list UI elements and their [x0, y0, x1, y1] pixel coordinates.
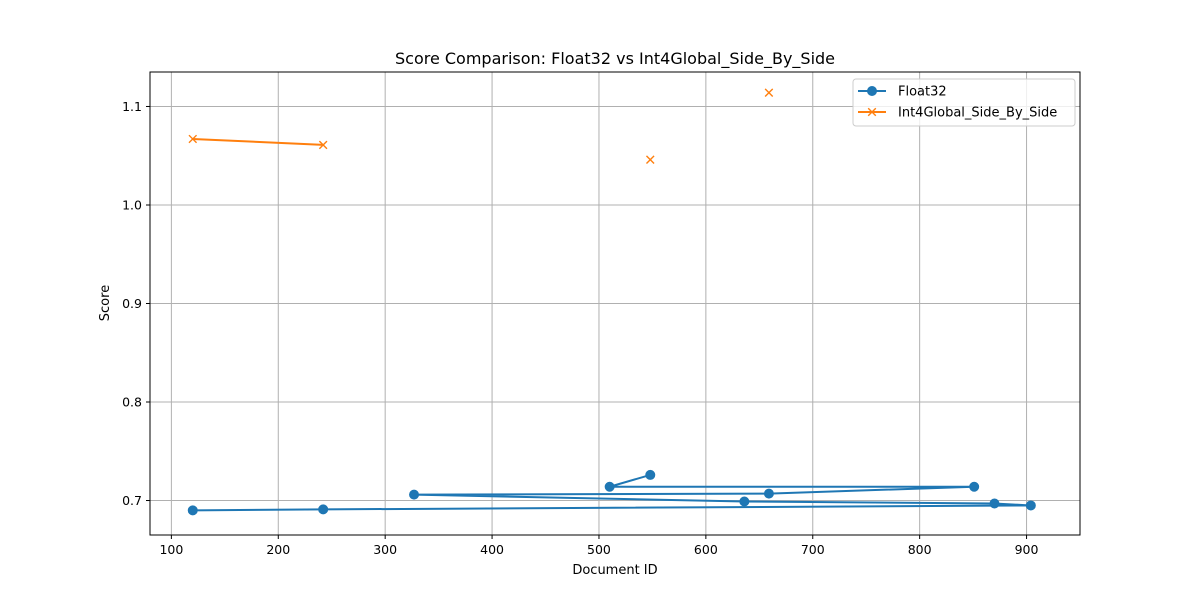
data-point-float32 [763, 488, 774, 499]
legend-marker-x [867, 107, 877, 117]
data-point-float32 [645, 469, 656, 480]
data-point-float32 [187, 505, 198, 516]
legend: Float32 Int4Global_Side_By_Side [852, 78, 1076, 127]
x-tick-label: 800 [908, 542, 932, 557]
data-point-float32 [409, 489, 420, 500]
x-tick-label: 300 [373, 542, 397, 557]
data-point-float32 [604, 481, 615, 492]
series-int4global-side-by-side [188, 88, 774, 164]
grid-layer [150, 72, 1080, 535]
data-point-float32 [739, 496, 750, 507]
data-point-int4global-side-by-side [318, 140, 328, 150]
data-point-float32 [1025, 500, 1036, 511]
legend-item-int4global-side-by-side: Int4Global_Side_By_Side [858, 106, 1057, 121]
y-tick-label: 0.8 [122, 395, 142, 410]
data-point-float32 [989, 498, 1000, 509]
x-tick-label: 200 [266, 542, 290, 557]
y-axis-label: Score [98, 285, 113, 321]
series-line-int4global-side-by-side [191, 137, 325, 146]
x-tick-label: 400 [480, 542, 504, 557]
y-tick-label: 0.9 [122, 296, 142, 311]
data-point-float32 [318, 504, 329, 515]
legend-box [852, 78, 1076, 127]
y-tick-label: 0.7 [122, 493, 142, 508]
data-layer [187, 88, 1036, 516]
chart-title: Score Comparison: Float32 vs Int4Global_… [395, 49, 835, 69]
series-float32 [187, 469, 1036, 516]
y-tick-label: 1.0 [122, 197, 142, 212]
data-point-int4global-side-by-side [188, 134, 198, 144]
data-point-int4global-side-by-side [645, 155, 655, 164]
legend-label: Int4Global_Side_By_Side [898, 106, 1057, 121]
tick-layer: 100 200 300 400 500 600 700 800 900 0.7 0.8 0.9 1.0 1… [122, 99, 1038, 557]
data-point-float32 [969, 481, 980, 492]
legend-marker-circle [867, 86, 877, 96]
x-axis-label: Document ID [572, 563, 657, 578]
series-line-float32 [191, 473, 1032, 512]
x-tick-label: 500 [587, 542, 611, 557]
data-point-int4global-side-by-side [764, 88, 774, 97]
x-tick-label: 100 [159, 542, 183, 557]
x-tick-label: 700 [801, 542, 825, 557]
x-tick-label: 600 [694, 542, 718, 557]
legend-label: Float32 [898, 85, 947, 100]
y-tick-label: 1.1 [122, 99, 142, 114]
x-tick-label: 900 [1015, 542, 1039, 557]
legend-item-float32: Float32 [858, 85, 947, 100]
